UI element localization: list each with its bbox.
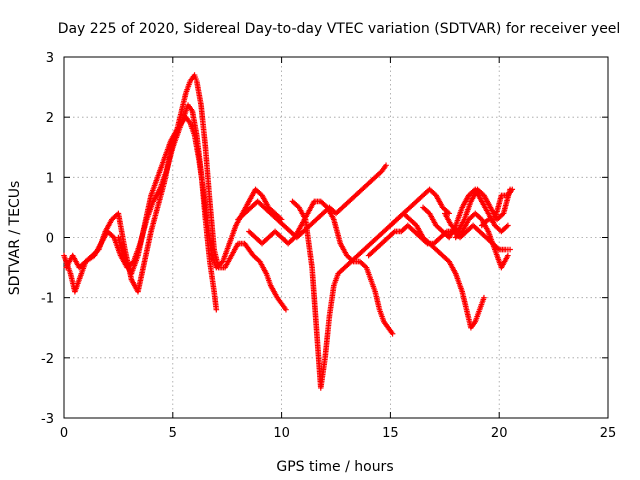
- y-tick-label: -3: [41, 412, 54, 427]
- data-point: [509, 186, 516, 193]
- data-point: [505, 222, 511, 229]
- y-tick-label: 0: [46, 232, 54, 247]
- x-axis-tick-labels: 0 5 10 15 20 25: [60, 426, 616, 441]
- data-point: [213, 306, 220, 313]
- data-point: [383, 162, 389, 169]
- x-tick-label: 0: [60, 426, 68, 441]
- data-point: [505, 252, 511, 259]
- y-axis-title: SDTVAR / TECUs: [7, 181, 23, 296]
- data-point: [481, 294, 487, 301]
- data-point: [389, 330, 396, 337]
- series-trace-9: [420, 186, 511, 241]
- series-trace-12: [478, 186, 516, 229]
- series-trace-5: [246, 198, 396, 337]
- x-tick-label: 20: [491, 426, 508, 441]
- y-tick-label: -1: [41, 292, 54, 307]
- data-points: [61, 72, 516, 391]
- chart-title: Day 225 of 2020, Sidereal Day-to-day VTE…: [58, 21, 621, 37]
- data-point: [507, 246, 513, 253]
- x-tick-label: 15: [382, 426, 399, 441]
- x-tick-label: 5: [169, 426, 177, 441]
- x-tick-label: 25: [600, 426, 617, 441]
- series-trace-11: [452, 210, 511, 271]
- series-trace-6: [289, 186, 452, 391]
- x-tick-label: 10: [273, 426, 290, 441]
- x-axis-title: GPS time / hours: [276, 459, 393, 475]
- y-tick-label: 2: [46, 111, 54, 126]
- series-trace-3: [115, 114, 285, 277]
- y-tick-label: 3: [46, 51, 54, 66]
- data-point: [283, 306, 289, 313]
- axis-ticks: [63, 56, 609, 419]
- y-tick-label: 1: [46, 171, 54, 186]
- series-trace-4: [235, 162, 389, 241]
- series-trace-8: [387, 210, 487, 331]
- y-axis-tick-labels: -3 -2 -1 0 1 2 3: [41, 51, 54, 427]
- y-tick-label: -2: [41, 352, 54, 367]
